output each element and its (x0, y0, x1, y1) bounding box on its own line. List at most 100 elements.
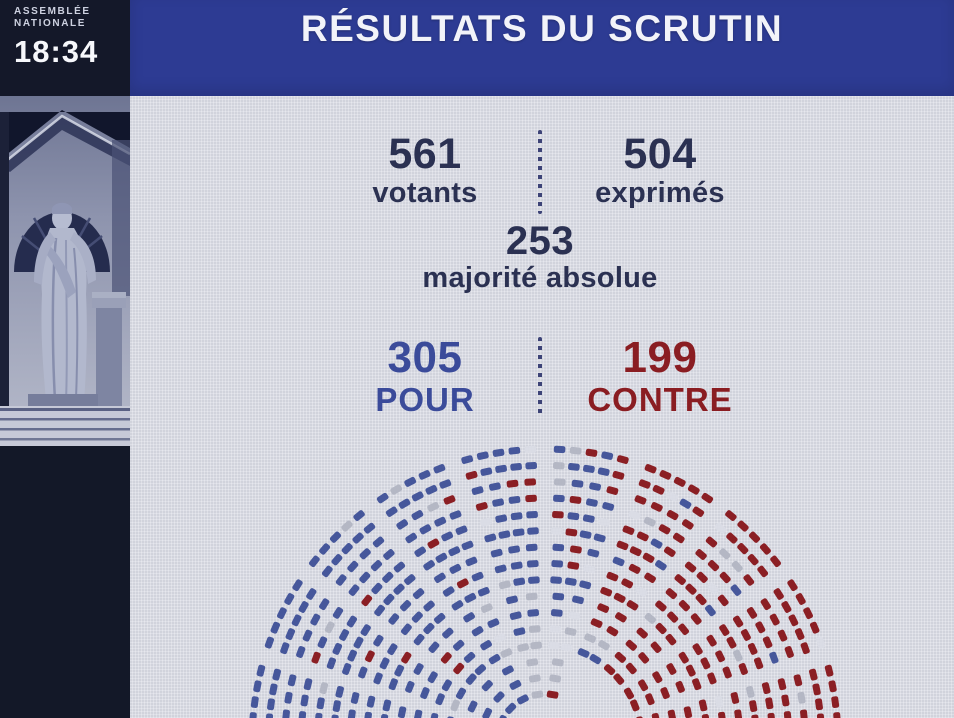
seat-blue (425, 484, 438, 495)
seat-red (760, 598, 771, 611)
seat-gray (530, 641, 543, 650)
seat-blue (280, 642, 290, 655)
seat-blue (568, 463, 580, 471)
seat-blue (587, 548, 600, 558)
seat-blue (526, 510, 538, 519)
seat-red (606, 571, 619, 582)
seat-empty (560, 643, 573, 652)
seat-gray (528, 674, 541, 683)
seat-red (762, 636, 773, 649)
seat-red (725, 510, 737, 522)
seat-blue (493, 691, 505, 703)
seat-red (673, 476, 686, 487)
seat-red (718, 711, 726, 718)
seat-blue (506, 595, 518, 605)
seat-red (740, 629, 751, 641)
seat-red (755, 621, 766, 634)
seat-red (663, 546, 676, 557)
seat-blue (429, 712, 439, 718)
seat-red (626, 600, 639, 611)
seat-blue (265, 713, 274, 718)
seat-blue (267, 698, 275, 711)
seat-blue (525, 462, 538, 470)
exprimes-value: 504 (623, 130, 697, 178)
seat-blue (306, 588, 317, 600)
seat-blue (394, 664, 405, 677)
seat-red (440, 652, 452, 664)
seat-red (707, 672, 717, 685)
seat-blue (270, 621, 281, 634)
seat-red (737, 520, 749, 532)
seat-blue (339, 629, 350, 641)
assemblee-nationale-logo: ASSEMBLÉE NATIONALE 18:34 (0, 0, 130, 96)
seat-blue (435, 552, 448, 563)
seat-blue (374, 604, 386, 617)
seat-blue (332, 607, 344, 619)
seat-blue (385, 506, 398, 517)
seat-red (700, 657, 711, 670)
seat-red (616, 455, 629, 464)
seat-blue (471, 571, 484, 582)
seat-blue (463, 612, 476, 623)
seat-blue (464, 592, 477, 603)
seat-blue (303, 678, 313, 691)
seat-red (696, 571, 708, 583)
seat-blue (449, 510, 462, 520)
seat-red (781, 601, 792, 613)
seat-blue (508, 495, 521, 504)
seat-blue (481, 679, 493, 692)
seat-blue (490, 548, 503, 558)
seat-red (812, 683, 821, 696)
seat-blue (319, 598, 330, 611)
seat-empty (666, 491, 679, 502)
seat-red (614, 612, 627, 623)
seat-gray (324, 621, 335, 634)
seat-blue (358, 666, 368, 679)
seat-red (815, 698, 823, 711)
seat-blue (461, 540, 474, 551)
seat-blue (434, 572, 446, 584)
seat-red (695, 549, 707, 560)
seat-blue (513, 577, 526, 586)
contre-label: CONTRE (587, 381, 733, 418)
seat-red (687, 484, 700, 495)
seat-blue (364, 711, 372, 718)
exprimes-label: exprimés (595, 177, 725, 209)
seat-red (701, 492, 714, 504)
seat-gray (731, 560, 743, 573)
seat-red (787, 579, 798, 592)
seat-red (695, 593, 707, 606)
seat-blue (467, 700, 478, 713)
seat-blue (480, 467, 493, 476)
seat-blue (404, 476, 417, 487)
seat-red (658, 524, 671, 535)
seat-empty (815, 636, 826, 649)
seat-red (706, 634, 717, 647)
seat-red (781, 694, 790, 707)
seat-blue (269, 683, 278, 696)
seat-blue (405, 532, 418, 544)
seat-blue (496, 714, 507, 718)
seat-blue (704, 604, 716, 617)
seat-blue (433, 612, 446, 624)
seat-blue (379, 657, 390, 670)
seat-blue (494, 564, 507, 574)
seat-blue (433, 464, 446, 474)
seat-red (401, 651, 412, 664)
seat-blue (597, 467, 610, 476)
seat-blue (471, 626, 484, 637)
seat-blue (730, 584, 742, 596)
seat-blue (332, 700, 341, 713)
seat-blue (508, 446, 521, 455)
seat-blue (477, 586, 490, 597)
seat-blue (382, 571, 394, 583)
seat-blue (528, 576, 540, 584)
seat-blue (449, 563, 462, 574)
seat-blue (411, 510, 424, 521)
seat-blue (484, 533, 497, 543)
seat-blue (370, 560, 383, 572)
seat-gray (553, 478, 566, 486)
seat-red (600, 586, 613, 597)
seat-empty (628, 510, 641, 520)
